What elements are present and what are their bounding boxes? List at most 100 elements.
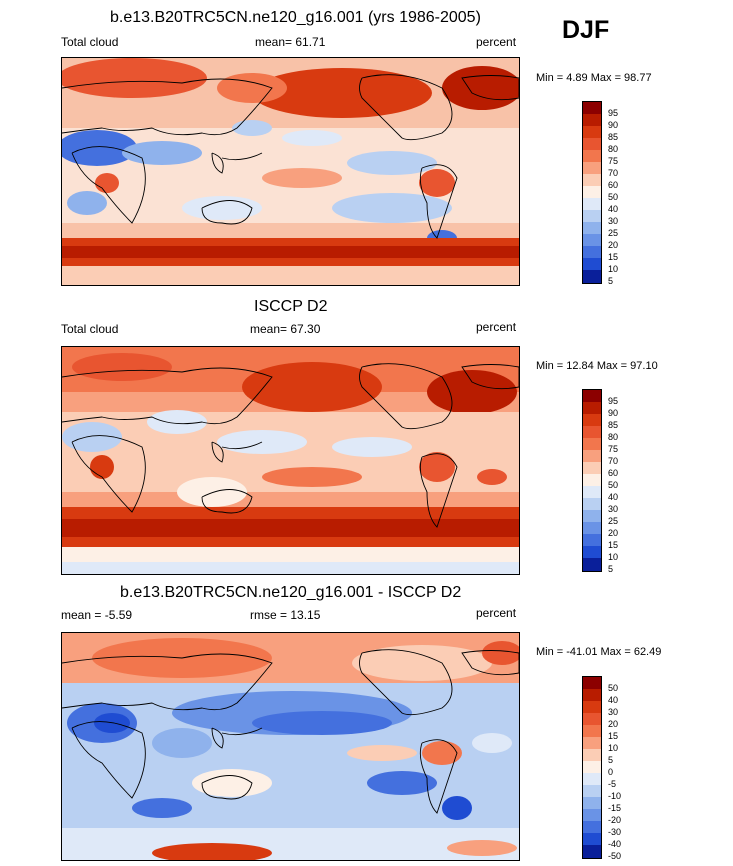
colorbar-swatch [583, 438, 601, 450]
rmse-label: rmse = 13.15 [250, 608, 321, 622]
colorbar [582, 101, 602, 284]
colorbar-swatch [583, 102, 601, 114]
colorbar-swatch [583, 809, 601, 821]
colorbar-swatch [583, 390, 601, 402]
mean-label: mean= 67.30 [250, 322, 321, 336]
colorbar-swatch [583, 126, 601, 138]
mean-label: mean= 61.71 [255, 35, 326, 49]
colorbar-swatch [583, 737, 601, 749]
colorbar-swatch [583, 689, 601, 701]
colorbar-label: 70 [608, 456, 619, 466]
colorbar-swatch [583, 773, 601, 785]
colorbar-label: 5 [608, 755, 614, 765]
colorbar-swatch [583, 426, 601, 438]
colorbar-label: 40 [608, 695, 619, 705]
colorbar-label: 20 [608, 240, 619, 250]
colorbar-swatch [583, 821, 601, 833]
colorbar-label: -20 [608, 815, 622, 825]
colorbar-label: 0 [608, 767, 614, 777]
colorbar-label: 50 [608, 192, 619, 202]
colorbar-label: 75 [608, 156, 619, 166]
colorbar-swatch [583, 498, 601, 510]
colorbar-label: 85 [608, 420, 619, 430]
colorbar-label: -50 [608, 851, 622, 861]
colorbar-label: 10 [608, 552, 619, 562]
colorbar-label: 40 [608, 204, 619, 214]
colorbar-label: 30 [608, 216, 619, 226]
colorbar-label: 5 [608, 564, 614, 574]
minmax-label: Min = -41.01 Max = 62.49 [536, 646, 662, 658]
colorbar [582, 389, 602, 572]
colorbar-swatch [583, 833, 601, 845]
colorbar-swatch [583, 234, 601, 246]
colorbar-swatch [583, 138, 601, 150]
colorbar-swatch [583, 462, 601, 474]
colorbar-label: -15 [608, 803, 622, 813]
colorbar-swatch [583, 797, 601, 809]
units-label: percent [476, 320, 517, 334]
colorbar-swatch [583, 677, 601, 689]
colorbar [582, 676, 602, 859]
colorbar-label: 90 [608, 408, 619, 418]
colorbar-swatch [583, 210, 601, 222]
colorbar-label: 80 [608, 144, 619, 154]
colorbar-swatch [583, 558, 601, 571]
colorbar-swatch [583, 186, 601, 198]
colorbar-label: 75 [608, 444, 619, 454]
colorbar-label: 95 [608, 396, 619, 406]
colorbar-label: 70 [608, 168, 619, 178]
minmax-label: Min = 12.84 Max = 97.10 [536, 360, 658, 372]
panel-title: ISCCP D2 [254, 298, 328, 315]
panel-title: b.e13.B20TRC5CN.ne120_g16.001 (yrs 1986-… [110, 9, 481, 26]
colorbar-label: 40 [608, 492, 619, 502]
colorbar-label: 60 [608, 468, 619, 478]
colorbar-swatch [583, 725, 601, 737]
colorbar-swatch [583, 198, 601, 210]
colorbar-label: 30 [608, 707, 619, 717]
colorbar-label: 60 [608, 180, 619, 190]
colorbar-swatch [583, 510, 601, 522]
panel-title: b.e13.B20TRC5CN.ne120_g16.001 - ISCCP D2 [120, 584, 462, 601]
colorbar-label: 80 [608, 432, 619, 442]
colorbar-swatch [583, 174, 601, 186]
colorbar-swatch [583, 761, 601, 773]
colorbar-swatch [583, 534, 601, 546]
colorbar-label: 15 [608, 731, 619, 741]
colorbar-swatch [583, 270, 601, 283]
colorbar-swatch [583, 546, 601, 558]
colorbar-swatch [583, 785, 601, 797]
units-label: percent [476, 606, 517, 620]
variable-label: Total cloud [61, 35, 119, 49]
colorbar-swatch [583, 474, 601, 486]
colorbar-label: 95 [608, 108, 619, 118]
colorbar-label: 85 [608, 132, 619, 142]
colorbar-label: 10 [608, 264, 619, 274]
units-label: percent [476, 35, 517, 49]
colorbar-label: 5 [608, 276, 614, 286]
colorbar-swatch [583, 450, 601, 462]
colorbar-label: 90 [608, 120, 619, 130]
colorbar-label: -40 [608, 839, 622, 849]
colorbar-swatch [583, 701, 601, 713]
colorbar-swatch [583, 114, 601, 126]
colorbar-swatch [583, 749, 601, 761]
colorbar-swatch [583, 522, 601, 534]
colorbar-label: 20 [608, 719, 619, 729]
colorbar-label: 25 [608, 516, 619, 526]
minmax-label: Min = 4.89 Max = 98.77 [536, 72, 652, 84]
colorbar-label: 25 [608, 228, 619, 238]
colorbar-swatch [583, 150, 601, 162]
contour-map [61, 346, 520, 575]
colorbar-label: 30 [608, 504, 619, 514]
colorbar-swatch [583, 713, 601, 725]
colorbar-swatch [583, 246, 601, 258]
colorbar-swatch [583, 162, 601, 174]
colorbar-label: 50 [608, 683, 619, 693]
colorbar-swatch [583, 402, 601, 414]
colorbar-swatch [583, 486, 601, 498]
colorbar-label: -10 [608, 791, 622, 801]
colorbar-label: 20 [608, 528, 619, 538]
contour-map [61, 632, 520, 861]
colorbar-swatch [583, 845, 601, 858]
mean-label: mean = -5.59 [61, 608, 133, 622]
